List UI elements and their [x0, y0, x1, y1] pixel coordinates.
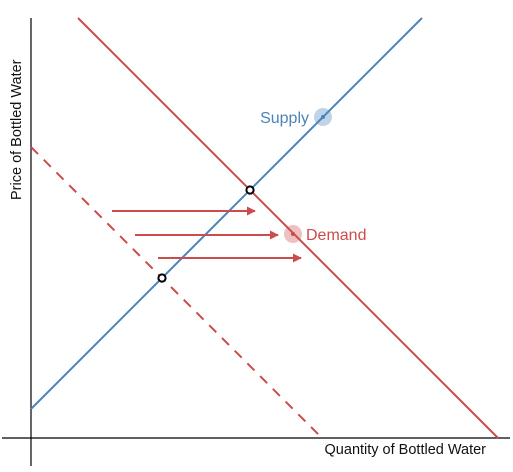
demand-label-handle-dot [291, 232, 295, 236]
new-equilibrium-point [245, 185, 255, 195]
demand-curve [77, 17, 499, 439]
y-axis-label: Price of Bottled Water [9, 59, 25, 200]
x-axis-label: Quantity of Bottled Water [325, 442, 487, 458]
supply-label-handle-dot [321, 115, 325, 119]
original-demand-curve [30, 146, 321, 437]
original-equilibrium-point [157, 273, 167, 283]
demand-label: Demand [306, 227, 366, 244]
supply-curve [30, 17, 423, 410]
supply-label: Supply [260, 110, 309, 127]
